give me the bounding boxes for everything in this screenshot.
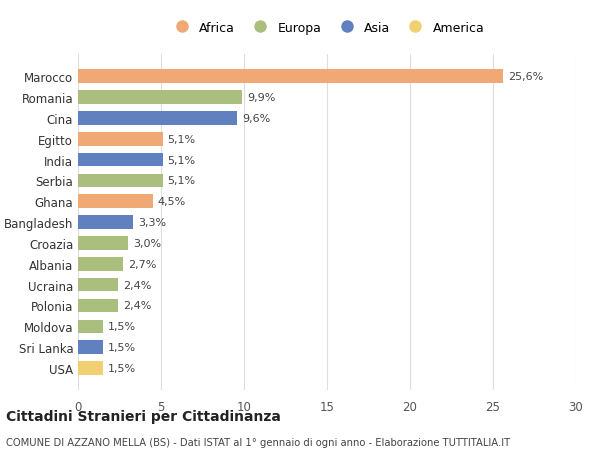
Text: 9,6%: 9,6% [242,114,271,123]
Bar [78,153,163,167]
Text: 5,1%: 5,1% [167,155,196,165]
Bar [78,299,118,313]
Text: 2,7%: 2,7% [128,259,156,269]
Text: 25,6%: 25,6% [508,72,543,82]
Text: 3,3%: 3,3% [138,218,166,228]
Text: 5,1%: 5,1% [167,176,196,186]
Text: 2,4%: 2,4% [123,301,151,311]
Text: 3,0%: 3,0% [133,238,161,248]
Bar [78,361,103,375]
Text: 1,5%: 1,5% [108,342,136,353]
Bar [78,257,123,271]
Bar [78,195,152,208]
Text: 4,5%: 4,5% [158,197,186,207]
Text: 1,5%: 1,5% [108,363,136,373]
Bar [78,237,128,250]
Text: 5,1%: 5,1% [167,134,196,145]
Bar [78,112,238,125]
Bar [78,341,103,354]
Text: Cittadini Stranieri per Cittadinanza: Cittadini Stranieri per Cittadinanza [6,409,281,423]
Text: COMUNE DI AZZANO MELLA (BS) - Dati ISTAT al 1° gennaio di ogni anno - Elaborazio: COMUNE DI AZZANO MELLA (BS) - Dati ISTAT… [6,437,510,447]
Text: 9,9%: 9,9% [247,93,275,103]
Bar [78,133,163,146]
Bar [78,91,242,105]
Bar [78,216,133,230]
Bar [78,320,103,333]
Bar [78,70,503,84]
Bar [78,174,163,188]
Text: 1,5%: 1,5% [108,322,136,331]
Text: 2,4%: 2,4% [123,280,151,290]
Bar [78,278,118,292]
Legend: Africa, Europa, Asia, America: Africa, Europa, Asia, America [166,18,488,38]
